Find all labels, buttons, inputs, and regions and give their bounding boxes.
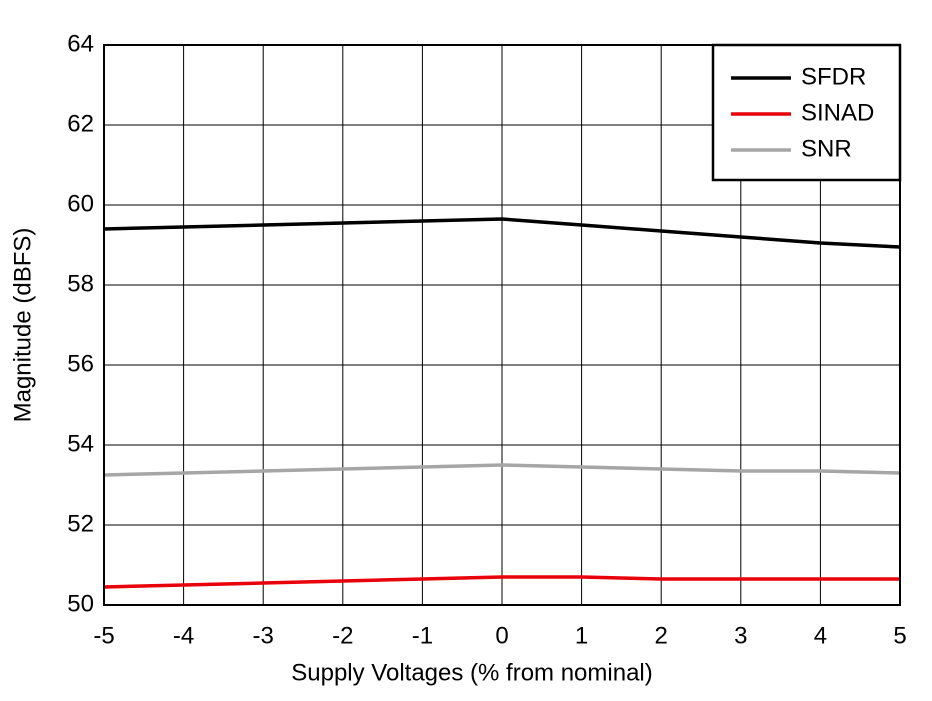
- x-tick-label: -1: [412, 622, 433, 649]
- y-tick-label: 56: [67, 350, 94, 377]
- x-tick-label: 2: [655, 622, 668, 649]
- y-tick-label: 62: [67, 110, 94, 137]
- y-axis-label: Magnitude (dBFS): [9, 228, 36, 423]
- x-tick-label: 5: [893, 622, 906, 649]
- legend-label: SNR: [801, 135, 852, 162]
- series-line: [103, 217, 901, 249]
- legend-label: SINAD: [801, 99, 874, 126]
- x-tick-label: 1: [575, 622, 588, 649]
- x-tick-label: 3: [734, 622, 747, 649]
- y-tick-label: 58: [67, 270, 94, 297]
- y-tick-label: 60: [67, 190, 94, 217]
- y-tick-label: 64: [67, 30, 94, 57]
- y-tick-label: 52: [67, 510, 94, 537]
- plot-frame: [103, 44, 901, 606]
- x-tick-label: -2: [332, 622, 353, 649]
- x-tick-label: 0: [495, 622, 508, 649]
- y-tick-label: 50: [67, 590, 94, 617]
- y-tick-label: 54: [67, 430, 94, 457]
- series-line: [103, 575, 900, 589]
- x-axis-label: Supply Voltages (% from nominal): [291, 659, 653, 686]
- x-tick-label: 4: [814, 622, 827, 649]
- legend-label: SFDR: [801, 63, 866, 90]
- series-line: [103, 463, 901, 477]
- x-tick-label: -5: [93, 622, 114, 649]
- x-tick-label: -3: [253, 622, 274, 649]
- x-tick-label: -4: [173, 622, 194, 649]
